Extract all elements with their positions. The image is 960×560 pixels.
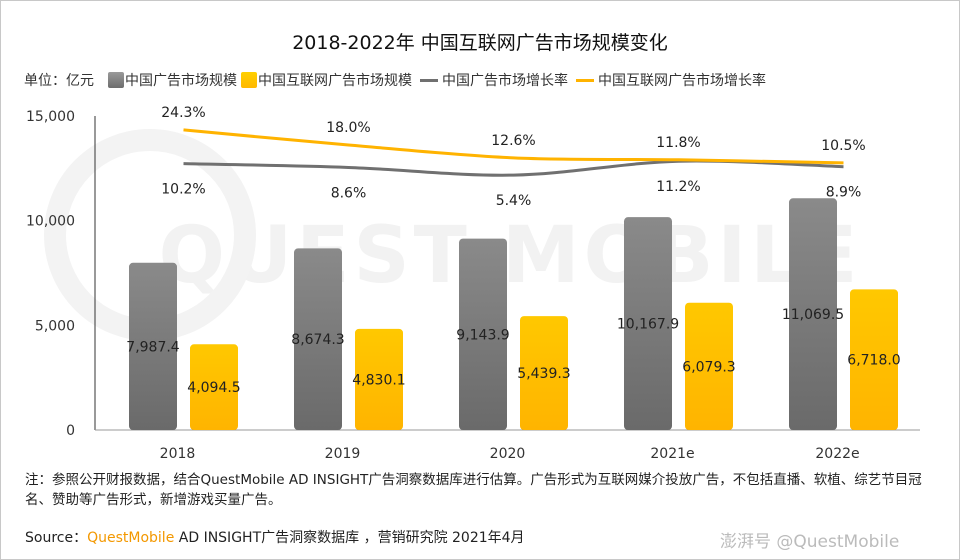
- legend-item-internet-ad-market: 中国互联网广告市场规模: [241, 70, 412, 90]
- watermark: 澎湃号 @QuestMobile: [720, 532, 900, 552]
- x-tick-label: 2018: [160, 446, 196, 462]
- background-watermark: QUEST MOBILE: [159, 211, 862, 301]
- bar-data-label: 9,143.9: [456, 327, 509, 343]
- legend-line: [576, 78, 594, 82]
- line-data-label: 10.2%: [161, 182, 205, 198]
- unit-label: 单位：亿元: [24, 73, 94, 89]
- bar-data-label: 11,069.5: [782, 307, 844, 323]
- source-line: Source：QuestMobile AD INSIGHT广告洞察数据库 ，营销…: [25, 530, 525, 546]
- line-data-label: 11.8%: [656, 135, 700, 151]
- bar-data-label: 5,439.3: [517, 366, 570, 382]
- y-tick-label: 5,000: [35, 318, 75, 334]
- line-internet-ad-growth: [183, 128, 844, 165]
- bar-internet-ad-market: [685, 302, 733, 430]
- x-tick-label: 2020: [490, 446, 526, 462]
- bar-data-label: 4,830.1: [352, 372, 405, 388]
- bar-internet-ad-market: [190, 344, 238, 430]
- line-data-label: 5.4%: [496, 193, 532, 209]
- line-data-label: 8.6%: [331, 185, 367, 201]
- legend-line: [420, 78, 438, 82]
- bar-internet-ad-market: [520, 316, 568, 430]
- line-data-label: 12.6%: [491, 133, 535, 149]
- line-data-label: 8.9%: [826, 185, 862, 201]
- bar-ad-market: [459, 238, 507, 430]
- line-data-label: 18.0%: [326, 120, 370, 136]
- y-tick-label: 0: [66, 423, 75, 439]
- footnote: 注：参照公开财报数据，结合QuestMobile AD INSIGHT广告洞察数…: [25, 472, 922, 508]
- legend-item-ad-market: 中国广告市场规模: [108, 70, 237, 90]
- line-data-label: 10.5%: [821, 138, 865, 154]
- bar-data-label: 6,718.0: [847, 353, 900, 369]
- bar-internet-ad-market: [355, 328, 403, 430]
- legend-item-internet-ad-growth: 中国互联网广告市场增长率: [572, 70, 766, 90]
- bar-ad-market: [789, 198, 837, 430]
- x-tick-label: 2019: [325, 446, 361, 462]
- bar-data-label: 6,079.3: [682, 359, 735, 375]
- chart-title: 2018-2022年 中国互联网广告市场规模变化: [292, 32, 668, 54]
- legend: 单位：亿元 中国广告市场规模 中国互联网广告市场规模 中国广告市场增长率 中国互…: [24, 70, 770, 90]
- legend-swatch: [108, 72, 124, 88]
- bar-ad-market: [624, 217, 672, 430]
- x-tick-label: 2022e: [815, 446, 859, 462]
- y-tick-label: 15,000: [26, 109, 75, 125]
- bar-data-label: 10,167.9: [617, 317, 679, 333]
- y-tick-label: 10,000: [26, 214, 75, 230]
- bar-ad-market: [294, 248, 342, 430]
- bar-data-label: 7,987.4: [126, 339, 180, 355]
- bar-data-label: 8,674.3: [291, 332, 344, 348]
- bar-data-label: 4,094.5: [187, 380, 240, 396]
- line-data-label: 11.2%: [656, 179, 700, 195]
- x-tick-label: 2021e: [650, 446, 694, 462]
- legend-item-ad-growth: 中国广告市场增长率: [416, 70, 568, 90]
- bar-ad-market: [129, 262, 177, 430]
- bar-internet-ad-market: [850, 289, 898, 430]
- line-data-label: 24.3%: [161, 105, 205, 121]
- line-ad-growth: [183, 159, 844, 177]
- source-brand: QuestMobile: [87, 530, 175, 546]
- legend-swatch: [241, 72, 257, 88]
